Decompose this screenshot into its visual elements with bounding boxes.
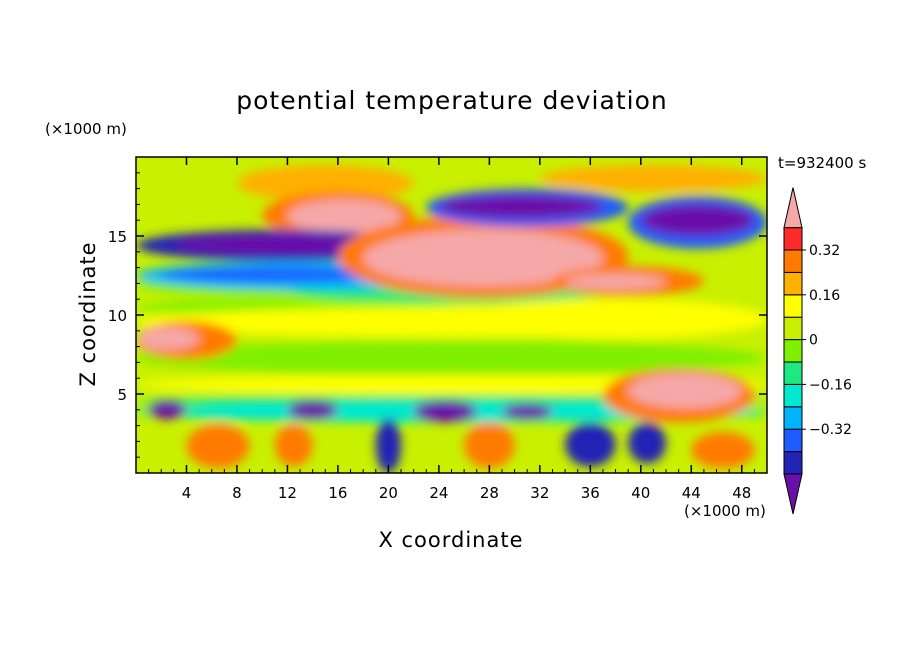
colorbar-upper-triangle bbox=[783, 187, 803, 229]
field-region-29 bbox=[148, 400, 187, 420]
field-region-24 bbox=[565, 273, 667, 290]
field-region-10 bbox=[539, 164, 767, 192]
field-region-5 bbox=[136, 340, 767, 376]
colorbar-box bbox=[783, 271, 803, 296]
field-region-37 bbox=[375, 417, 402, 473]
field-region-39 bbox=[628, 422, 667, 464]
field-region-20 bbox=[438, 194, 603, 219]
x-tick-label: 12 bbox=[278, 484, 297, 502]
colorbar-box bbox=[783, 406, 803, 430]
colorbar-label: 0.16 bbox=[809, 288, 840, 304]
y-tick-label: 5 bbox=[117, 386, 127, 404]
x-tick-label: 48 bbox=[732, 484, 751, 502]
field-region-4 bbox=[136, 307, 767, 338]
colorbar-box bbox=[783, 227, 803, 251]
colorbar: 0.32 0.16 0 −0.16 −0.32 bbox=[783, 187, 852, 515]
colorbar-box bbox=[783, 316, 803, 341]
y-axis-unit: (×1000 m) bbox=[45, 120, 127, 138]
chart-title: potential temperature deviation bbox=[236, 86, 668, 115]
colorbar-label: 0 bbox=[809, 333, 818, 349]
field-region-26 bbox=[136, 327, 200, 350]
time-label: t=932400 s bbox=[778, 154, 867, 172]
field-region-36 bbox=[691, 431, 755, 469]
field-region-12 bbox=[287, 199, 402, 233]
field-region-38 bbox=[565, 422, 616, 467]
field-region-9 bbox=[236, 164, 414, 202]
colorbar-box bbox=[783, 249, 803, 273]
colorbar-box bbox=[783, 383, 803, 408]
field-region-33 bbox=[186, 424, 250, 469]
colorbar-box bbox=[783, 361, 803, 385]
y-tick-label: 15 bbox=[108, 228, 127, 246]
x-tick-label: 8 bbox=[232, 484, 242, 502]
field-region-18 bbox=[363, 229, 603, 287]
x-tick-label: 28 bbox=[480, 484, 499, 502]
colorbar-label: 0.32 bbox=[809, 243, 840, 259]
x-tick-label: 36 bbox=[581, 484, 600, 502]
field-region-34 bbox=[274, 424, 313, 467]
x-tick-label: 44 bbox=[682, 484, 701, 502]
colorbar-box bbox=[783, 451, 803, 475]
field-region-31 bbox=[413, 400, 477, 423]
colorbar-label: −0.32 bbox=[809, 422, 852, 438]
y-tick-label: 10 bbox=[108, 307, 127, 325]
field-region-16 bbox=[161, 267, 389, 282]
field-region-32 bbox=[501, 403, 553, 420]
colorbar-box bbox=[783, 339, 803, 363]
colorbar-box bbox=[783, 428, 803, 453]
colorbar-label: −0.16 bbox=[809, 377, 852, 393]
x-axis-label: X coordinate bbox=[378, 528, 524, 552]
field-region-28 bbox=[628, 373, 742, 409]
x-tick-label: 40 bbox=[631, 484, 650, 502]
x-tick-label: 20 bbox=[379, 484, 398, 502]
colorbar-lower-triangle bbox=[783, 473, 803, 515]
field-region-35 bbox=[464, 422, 515, 469]
field-region-30 bbox=[287, 400, 338, 420]
x-tick-label: 24 bbox=[429, 484, 448, 502]
x-tick-label: 16 bbox=[328, 484, 347, 502]
x-axis-unit: (×1000 m) bbox=[684, 502, 766, 520]
x-tick-label: 32 bbox=[530, 484, 549, 502]
field-region-22 bbox=[640, 204, 755, 236]
colorbar-box bbox=[783, 294, 803, 318]
x-tick-label: 4 bbox=[182, 484, 192, 502]
field-blobs bbox=[136, 164, 767, 473]
field-layer bbox=[136, 157, 767, 473]
